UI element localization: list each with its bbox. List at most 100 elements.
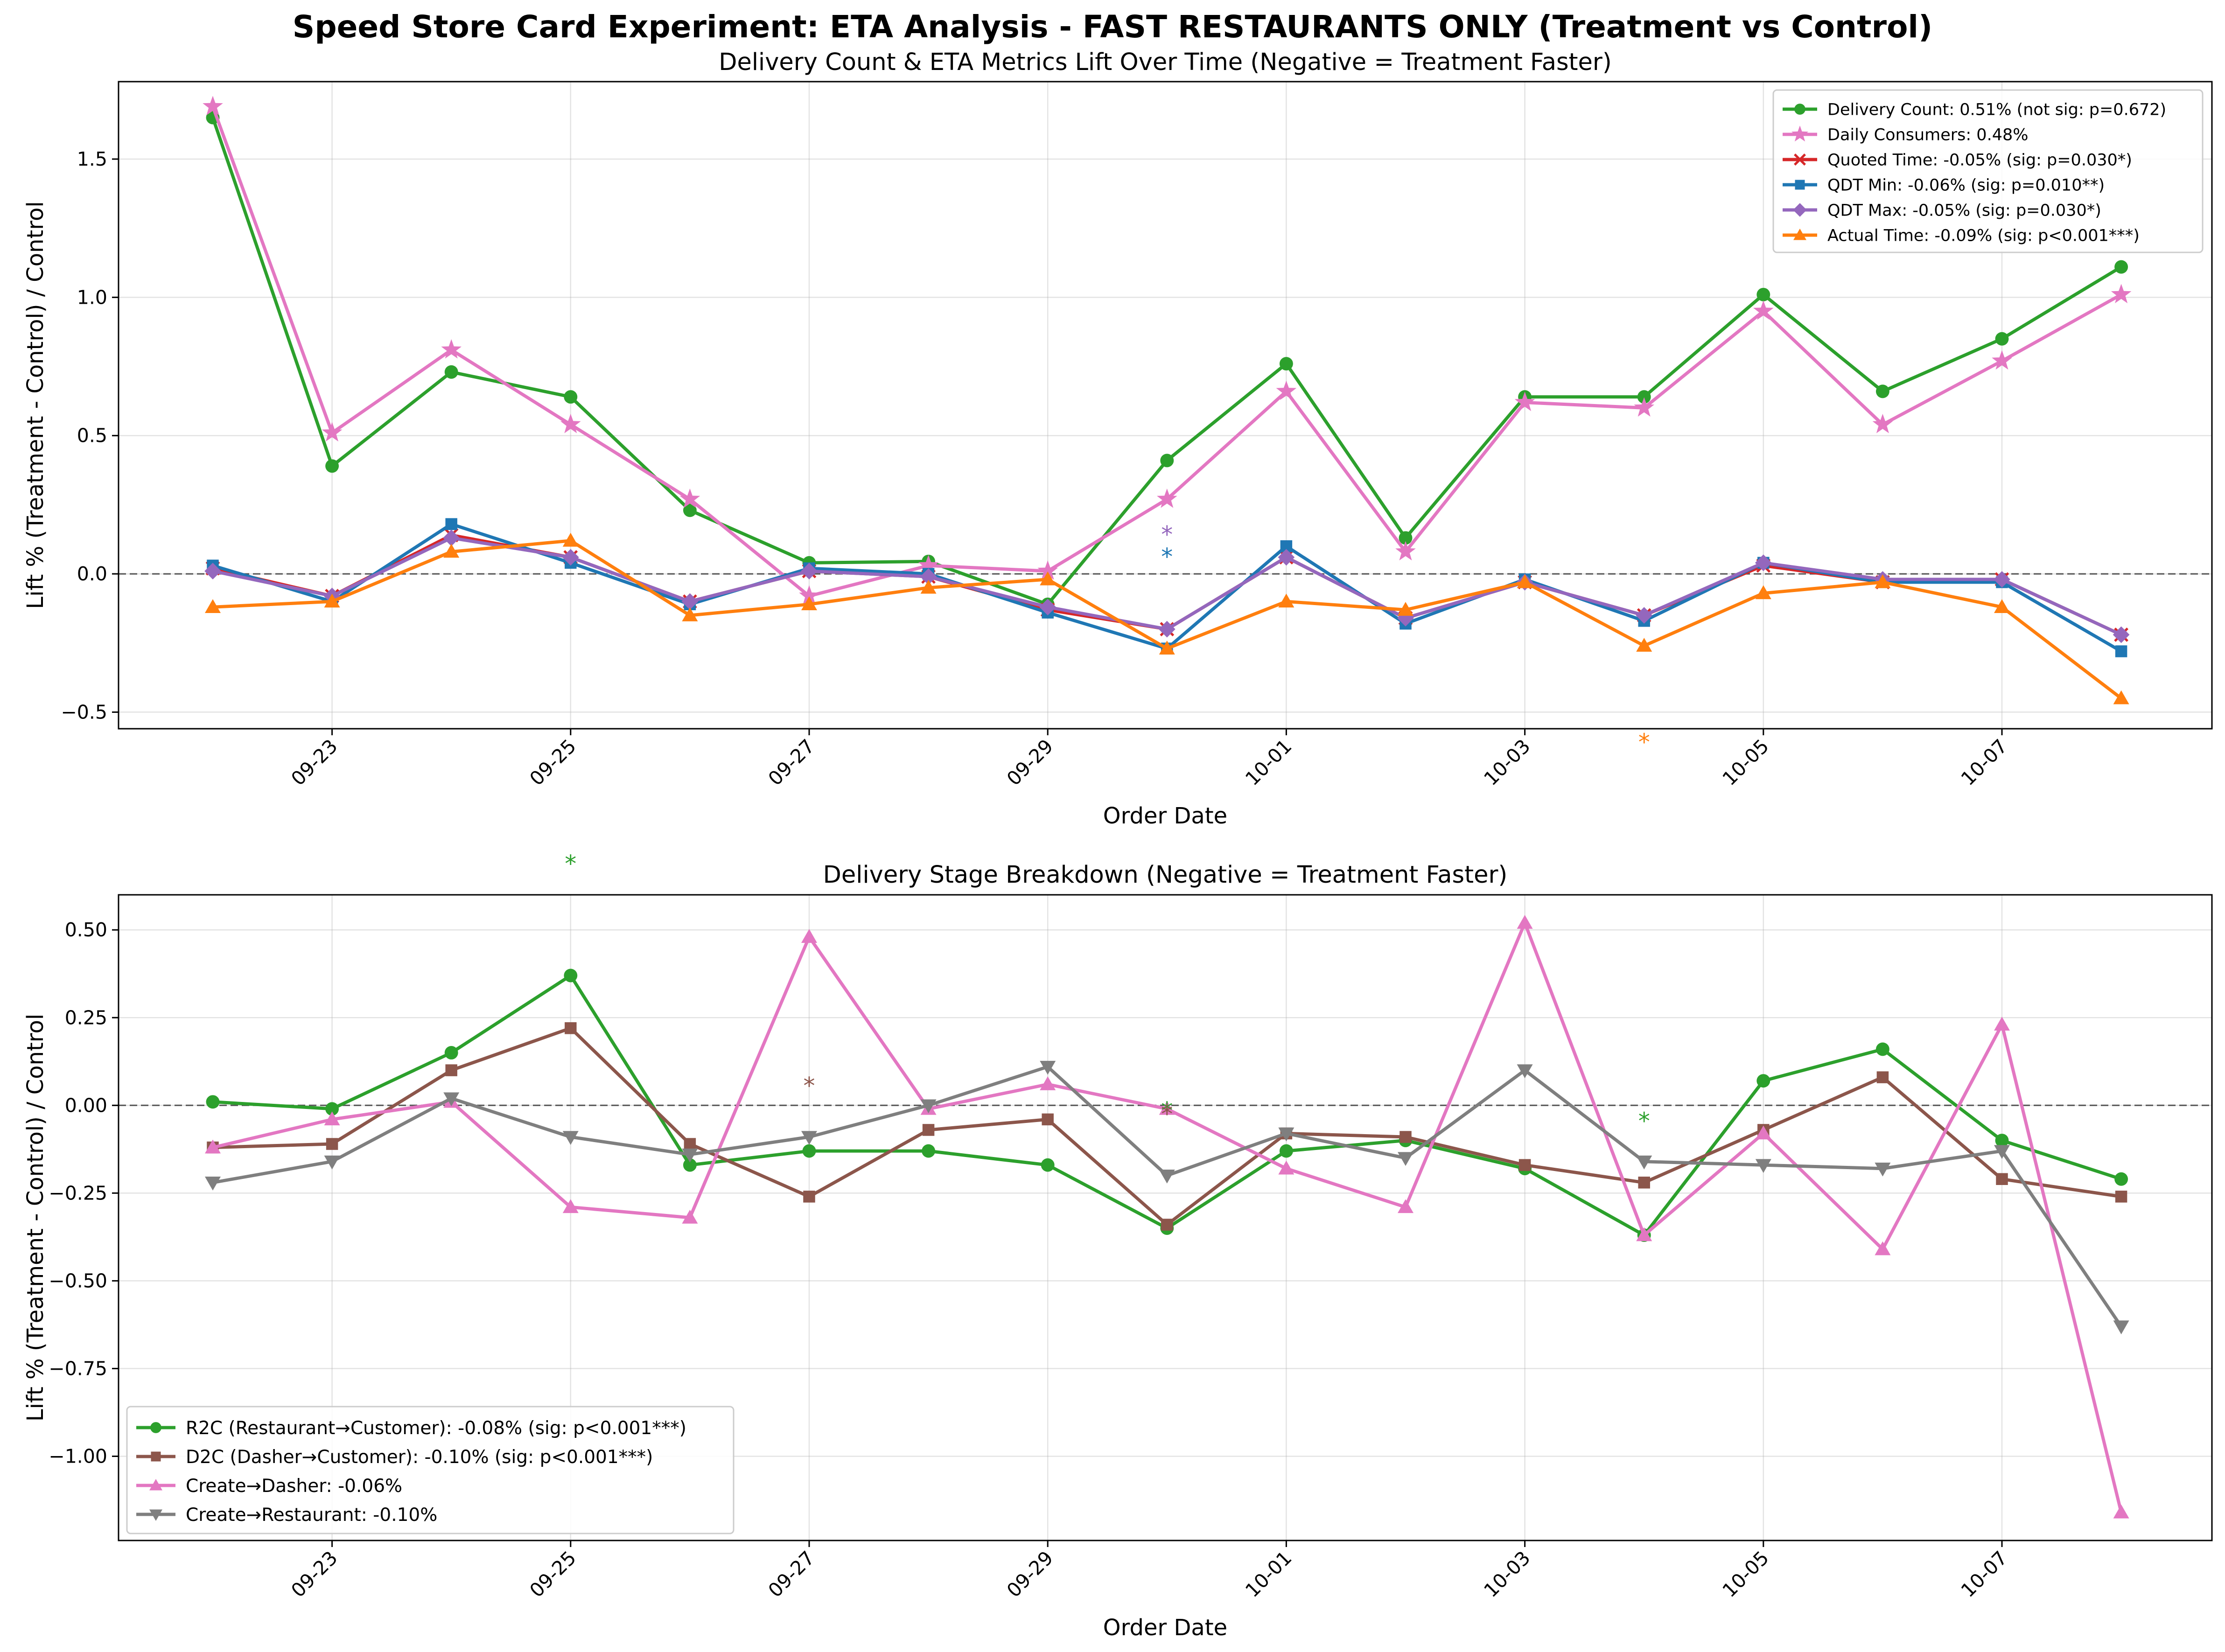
data-point xyxy=(683,1158,697,1172)
data-point xyxy=(920,1099,937,1114)
data-point xyxy=(562,1131,579,1145)
data-point xyxy=(801,563,818,579)
data-point xyxy=(1160,453,1174,467)
x-tick-label: 10-05 xyxy=(1718,1547,1773,1602)
legend-label: QDT Min: -0.06% (sig: p=0.010**) xyxy=(1827,176,2105,195)
data-point xyxy=(205,1177,221,1191)
data-point xyxy=(1517,574,1533,588)
data-point xyxy=(2114,260,2128,274)
data-point xyxy=(1398,1199,1413,1213)
x-tick-label: 10-05 xyxy=(1718,735,1773,790)
legend-item: D2C (Dasher→Customer): -0.10% (sig: p<0.… xyxy=(136,1447,653,1468)
significance-marker: * xyxy=(1161,1097,1173,1124)
data-point xyxy=(326,1138,338,1150)
data-point xyxy=(1638,1177,1650,1189)
data-point xyxy=(1636,1227,1652,1241)
data-point xyxy=(1159,1169,1175,1184)
data-point xyxy=(445,1064,457,1076)
data-point xyxy=(2113,1320,2129,1335)
legend-marker xyxy=(1791,125,1808,142)
legend-marker xyxy=(1794,104,1805,115)
data-point xyxy=(1037,560,1058,580)
data-point xyxy=(1995,332,2009,346)
data-point xyxy=(1755,1159,1771,1173)
data-point xyxy=(801,1131,817,1145)
series-1 xyxy=(203,96,2132,605)
data-point xyxy=(1517,915,1533,929)
data-point xyxy=(2111,284,2132,303)
data-point xyxy=(1755,1125,1771,1140)
series-5 xyxy=(205,532,2129,704)
data-point xyxy=(1636,1155,1652,1170)
data-point xyxy=(1514,391,1535,411)
y-tick-label: −0.5 xyxy=(61,701,107,723)
data-point xyxy=(1395,541,1416,561)
data-point xyxy=(681,593,699,610)
data-point xyxy=(1875,574,1891,588)
data-point xyxy=(1875,384,1889,398)
x-tick-label: 09-27 xyxy=(764,1547,819,1602)
data-point xyxy=(801,929,817,943)
data-point xyxy=(1398,1152,1413,1166)
legend-item: Delivery Count: 0.51% (not sig: p=0.672) xyxy=(1783,101,2166,119)
significance-marker: * xyxy=(1161,521,1173,548)
data-point xyxy=(441,339,462,359)
data-point xyxy=(1399,1131,1412,1143)
y-axis-label: Lift % (Treatment - Control) / Control xyxy=(22,1014,49,1422)
data-point xyxy=(679,488,700,508)
data-point xyxy=(1399,531,1413,545)
legend: Delivery Count: 0.51% (not sig: p=0.672)… xyxy=(1772,89,2204,253)
y-tick-label: 0.00 xyxy=(65,1094,107,1116)
data-point xyxy=(2114,1172,2128,1186)
legend-item: Daily Consumers: 0.48% xyxy=(1783,125,2029,145)
data-point xyxy=(802,1144,816,1158)
legend-label: Create→Restaurant: -0.10% xyxy=(186,1505,437,1526)
legend-label: QDT Max: -0.05% (sig: p=0.030*) xyxy=(1827,202,2101,220)
legend-item: R2C (Restaurant→Customer): -0.08% (sig: … xyxy=(136,1418,686,1439)
data-point xyxy=(443,1092,460,1107)
data-point xyxy=(1875,1042,1889,1056)
data-point xyxy=(2115,645,2127,657)
y-tick-label: −1.00 xyxy=(49,1445,107,1467)
chart-title: Delivery Stage Breakdown (Negative = Tre… xyxy=(823,861,1508,889)
legend-box xyxy=(1772,89,2204,253)
y-tick-label: −0.75 xyxy=(49,1357,107,1380)
x-tick-label: 09-25 xyxy=(525,1547,581,1602)
significance-marker: * xyxy=(565,850,576,878)
data-point xyxy=(565,1022,577,1034)
data-point xyxy=(1040,1060,1056,1075)
data-point xyxy=(322,422,343,442)
data-point xyxy=(204,563,221,579)
data-point xyxy=(1995,1134,2009,1147)
legend-marker xyxy=(1793,203,1807,217)
legend-item: Quoted Time: -0.05% (sig: p=0.030*) xyxy=(1783,151,2132,170)
data-point xyxy=(1755,554,1772,572)
significance-marker: * xyxy=(804,1073,815,1100)
x-tick-label: 09-25 xyxy=(525,735,581,790)
data-point xyxy=(1159,641,1175,655)
legend-marker xyxy=(149,1509,162,1521)
data-point xyxy=(443,544,460,558)
significance-marker: * xyxy=(1638,729,1650,756)
data-point xyxy=(560,414,581,433)
data-point xyxy=(1161,1219,1173,1231)
data-point xyxy=(1278,549,1295,566)
series-2 xyxy=(205,915,2129,1519)
data-point xyxy=(444,1046,458,1060)
axes-frame xyxy=(118,81,2213,730)
legend-marker xyxy=(1794,153,1806,166)
legend: R2C (Restaurant→Customer): -0.08% (sig: … xyxy=(126,1406,735,1534)
data-point xyxy=(443,530,460,546)
legend-marker xyxy=(149,1479,162,1491)
data-point xyxy=(562,1199,579,1213)
data-point xyxy=(682,1210,698,1224)
y-tick-label: 0.50 xyxy=(65,919,107,941)
x-tick-label: 10-01 xyxy=(1241,735,1296,790)
y-tick-label: 0.25 xyxy=(65,1006,107,1029)
data-point xyxy=(1159,1101,1175,1115)
data-point xyxy=(324,1155,340,1170)
legend-marker xyxy=(1795,180,1805,190)
data-point xyxy=(920,579,937,594)
legend-item: QDT Max: -0.05% (sig: p=0.030*) xyxy=(1783,202,2101,220)
